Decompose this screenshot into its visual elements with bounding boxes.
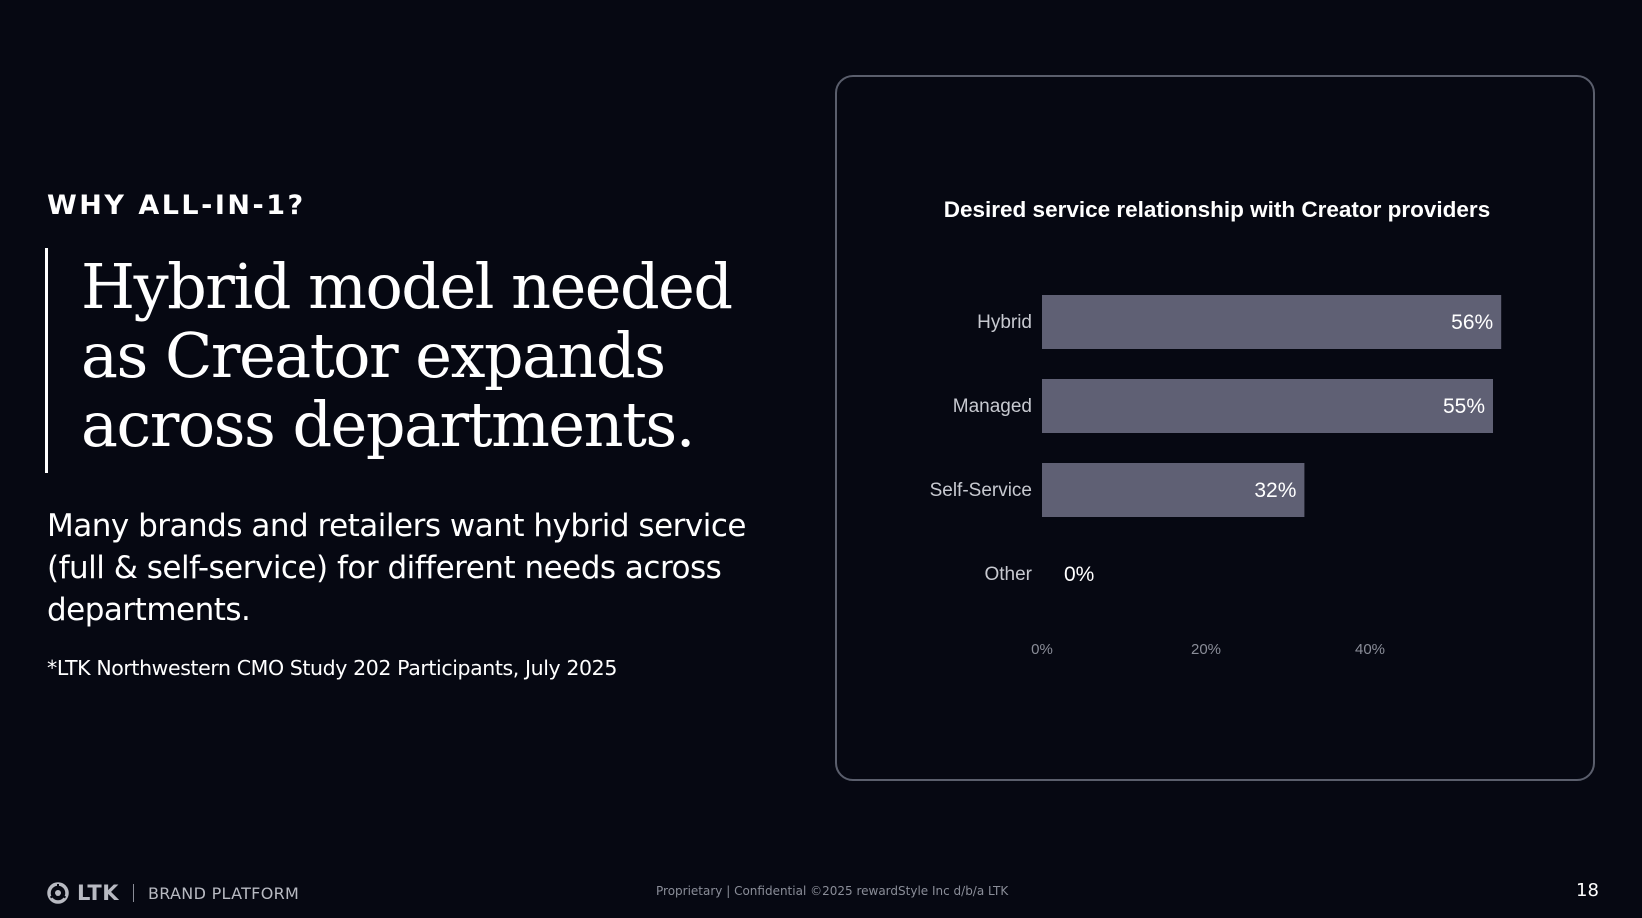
chart-title: Desired service relationship with Creato… xyxy=(944,197,1490,222)
page-title: Hybrid model needed as Creator expands a… xyxy=(81,250,733,461)
eyebrow-label: WHY ALL-IN-1? xyxy=(47,190,306,221)
bar-self-service xyxy=(1042,463,1305,517)
category-label-other: Other xyxy=(984,564,1032,585)
x-tick-label: 20% xyxy=(1191,641,1221,658)
bar-managed xyxy=(1042,379,1493,433)
data-label-managed: 55% xyxy=(1443,395,1485,418)
headline-block: Hybrid model needed as Creator expands a… xyxy=(45,248,768,473)
x-tick-label: 0% xyxy=(1031,641,1053,658)
logo-subtitle: BRAND PLATFORM xyxy=(148,883,300,903)
bar-chart: Desired service relationship with Creato… xyxy=(930,197,1502,658)
logo-text: LTK xyxy=(77,881,120,905)
data-label-other: 0% xyxy=(1064,563,1094,586)
category-label-hybrid: Hybrid xyxy=(977,312,1032,333)
x-tick-label: 40% xyxy=(1355,641,1385,658)
footnote: *LTK Northwestern CMO Study 202 Particip… xyxy=(47,656,617,680)
footer-legal-text: Proprietary | Confidential ©2025 rewardS… xyxy=(656,884,1009,898)
logo-divider xyxy=(133,884,135,902)
category-label-managed: Managed xyxy=(953,396,1032,417)
category-label-self-service: Self-Service xyxy=(930,480,1032,501)
body-text: Many brands and retailers want hybrid se… xyxy=(47,508,746,628)
footer-logo: LTK BRAND PLATFORM xyxy=(47,879,299,907)
data-label-self-service: 32% xyxy=(1254,479,1296,502)
chart-card: Desired service relationship with Creato… xyxy=(835,75,1595,781)
data-label-hybrid: 56% xyxy=(1451,311,1493,334)
ltk-logo-icon xyxy=(47,882,69,904)
page-number: 18 xyxy=(1576,880,1599,901)
bar-hybrid xyxy=(1042,295,1502,349)
